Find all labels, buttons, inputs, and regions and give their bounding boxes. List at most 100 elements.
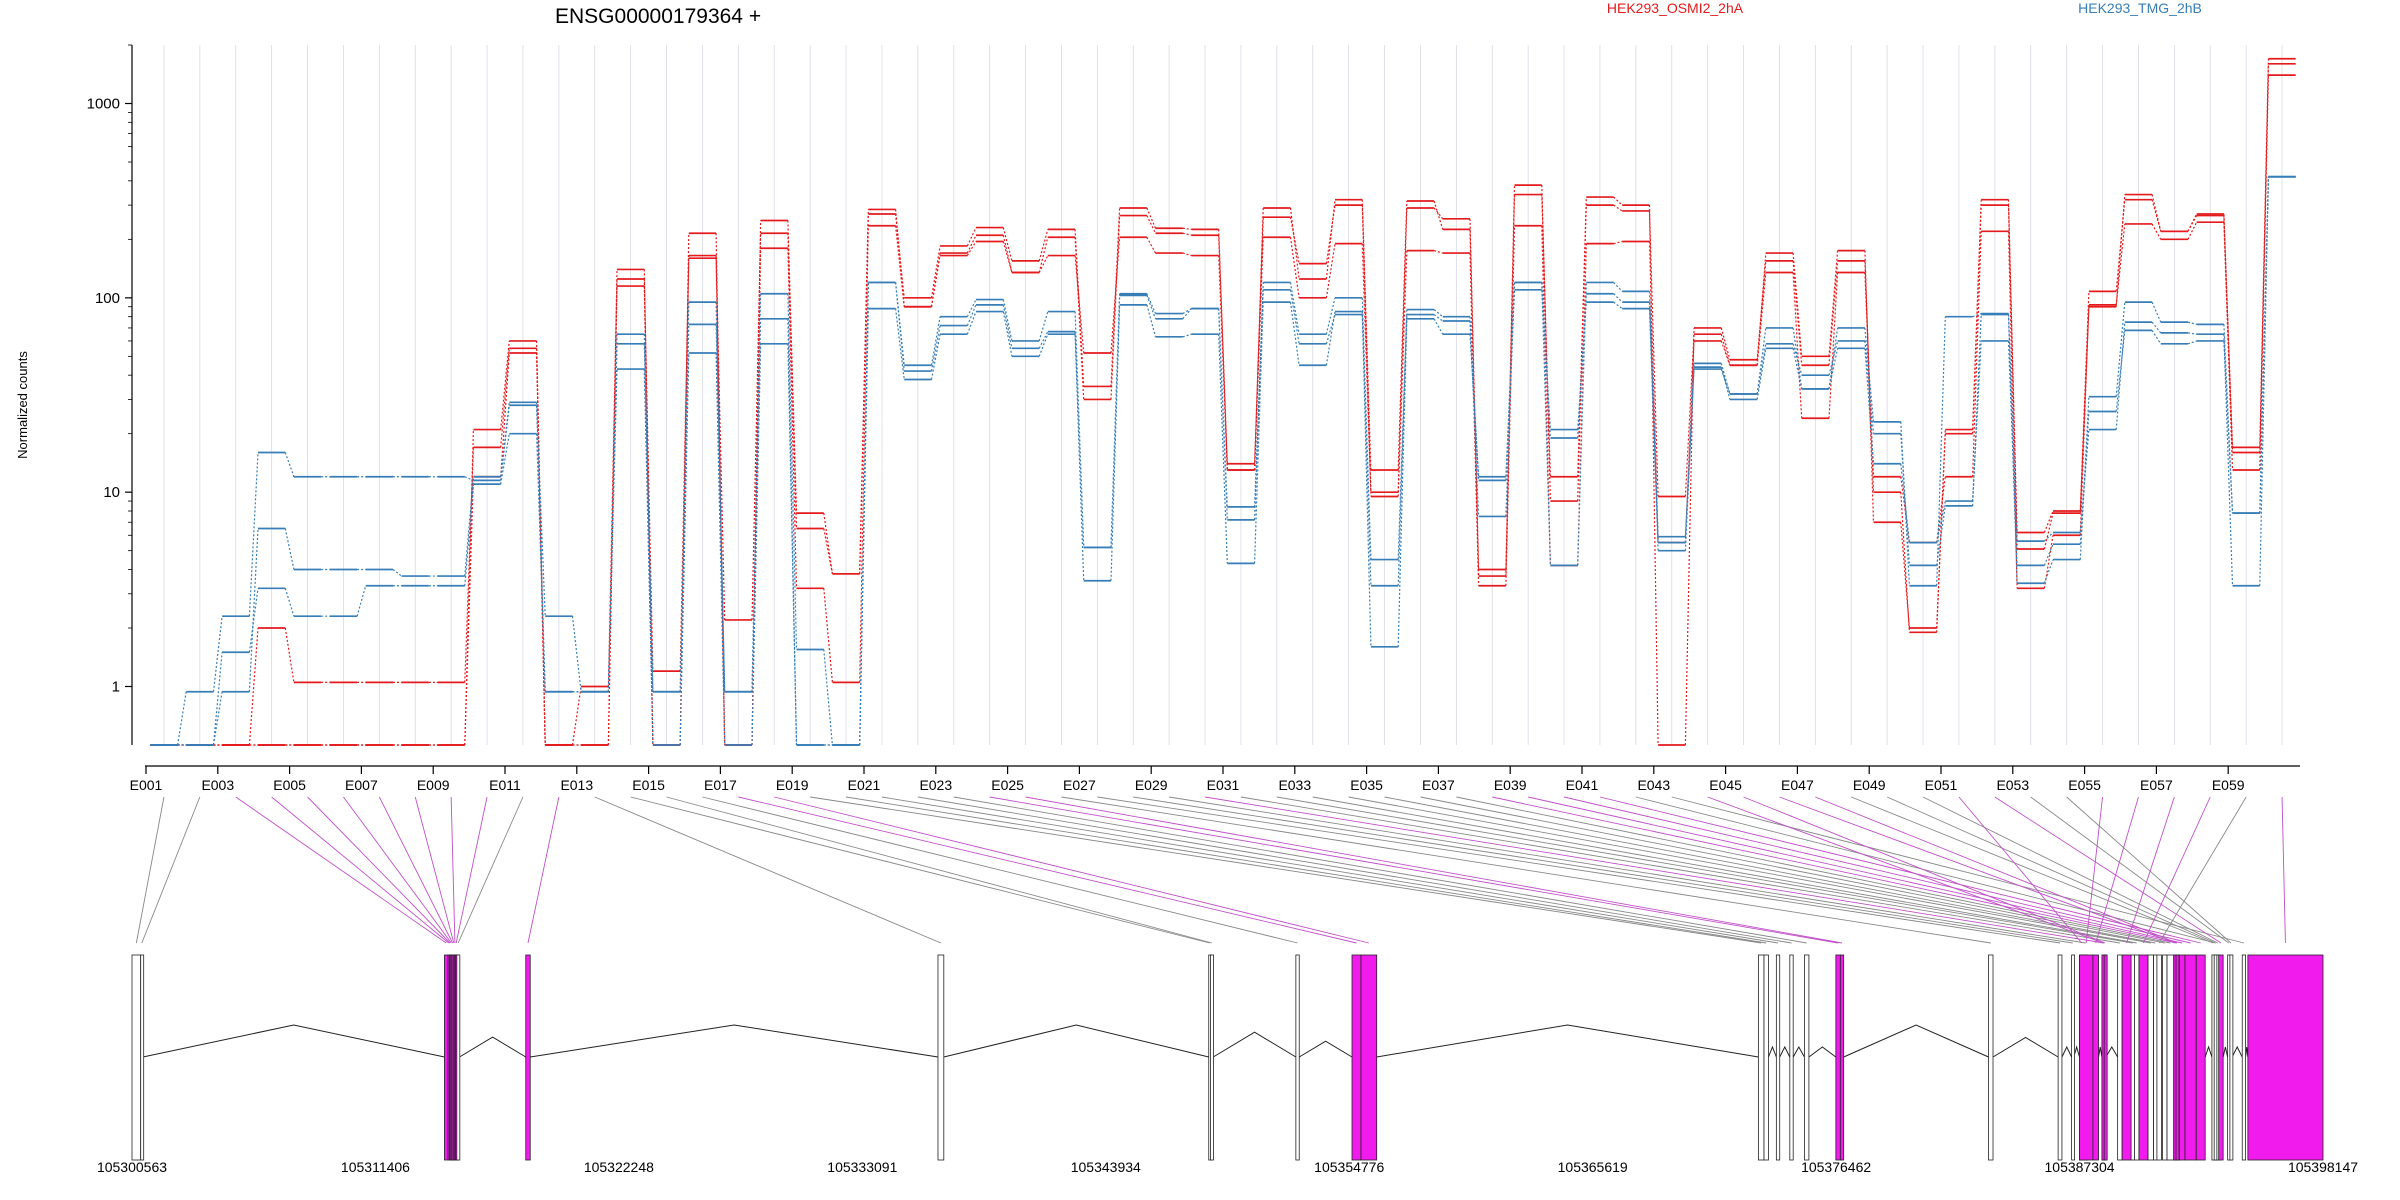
series-connector: [930, 316, 941, 366]
exon-connector: [2281, 796, 2286, 944]
x-tick-label: E039: [1494, 777, 1527, 793]
series-connector: [1900, 476, 1911, 543]
series-connector: [859, 282, 869, 746]
x-tick-label: E023: [919, 777, 952, 793]
series-connector: [1325, 199, 1336, 280]
series-connector: [1505, 282, 1516, 481]
x-ticks: E001 E003 E005 E007 E009 E011 E013 E015 E017 E019…: [130, 766, 2245, 793]
series-connector: [1289, 207, 1300, 280]
x-tick-label: E059: [2212, 777, 2245, 793]
series-connector: [823, 513, 834, 574]
exon-connector: [455, 796, 488, 944]
intron-line: [1843, 1024, 1989, 1058]
series-connector: [1864, 348, 1875, 464]
series-connector: [1505, 282, 1516, 517]
series-connector: [2007, 340, 2018, 566]
exon-connector: [1312, 796, 2137, 944]
y-tick-label: 10: [103, 484, 120, 501]
exon-connector: [1456, 796, 2171, 944]
series-connector: [1253, 302, 1264, 564]
series-connector: [823, 588, 834, 683]
exon-connector: [881, 796, 1779, 944]
series-connector: [1684, 367, 1695, 551]
series-connector: [1936, 500, 1946, 543]
series-connector: [248, 627, 259, 746]
intron-line: [2061, 1045, 2073, 1058]
legend-label-osmi: HEK293_OSMI2_2hA: [1607, 0, 1744, 16]
series-connector: [1541, 282, 1552, 566]
series-connector: [2151, 223, 2162, 240]
exon-box: [2184, 954, 2197, 1161]
series-connector: [1397, 207, 1408, 493]
series-connector: [356, 585, 367, 617]
series-connector: [751, 233, 762, 620]
series-connector: [1541, 185, 1552, 502]
series-connector: [930, 245, 941, 298]
series-connector: [464, 476, 475, 746]
exon-box: [2218, 954, 2224, 1161]
series-connector: [1505, 185, 1516, 577]
exon-connector: [141, 796, 201, 944]
series-connector: [1110, 215, 1121, 400]
series-connector: [2151, 330, 2162, 345]
intron-line: [1212, 1031, 1297, 1058]
intron-line: [2231, 1045, 2243, 1058]
exon-box: [1295, 954, 1300, 1161]
series-connector: [1577, 293, 1587, 439]
series-connector: [1577, 197, 1587, 502]
intron-line: [530, 1024, 939, 1058]
series-connector: [2043, 543, 2054, 566]
exon-connector: [271, 796, 450, 944]
intron-line: [1808, 1046, 1837, 1058]
series-connector: [2151, 321, 2162, 334]
series-connector: [1182, 252, 1192, 257]
series-connector: [212, 691, 223, 746]
series-connector: [2151, 194, 2162, 232]
series-connector: [966, 241, 977, 256]
series-connector: [284, 528, 295, 570]
series-connector: [1792, 272, 1803, 419]
exon-box: [2166, 954, 2175, 1161]
x-tick-label: E051: [1925, 777, 1958, 793]
exon-box: [937, 954, 945, 1161]
series-connector: [2115, 194, 2126, 307]
series-connector: [1218, 308, 1228, 507]
exon-connector: [457, 796, 524, 944]
series-connector: [2223, 340, 2234, 514]
series-connector: [1720, 340, 1731, 366]
exon-box: [2134, 954, 2140, 1161]
exon-connector: [810, 796, 1762, 944]
series-connector: [1397, 309, 1408, 560]
series-connector: [1253, 237, 1264, 471]
series-5: [150, 175, 2296, 746]
series-connector: [2079, 396, 2090, 560]
exon-connector: [1815, 796, 2178, 944]
series-connector: [1720, 366, 1731, 400]
series-connector: [2079, 304, 2090, 536]
series-connector: [248, 452, 259, 617]
exon-box: [1360, 954, 1378, 1161]
exon-box: [456, 954, 461, 1161]
series-connector: [248, 528, 259, 692]
y-ticks: 1 10 100 1000: [87, 44, 132, 695]
series-connector: [1900, 492, 1911, 633]
exon-box: [131, 954, 142, 1161]
series-connector: [212, 652, 223, 746]
series-connector: [1541, 194, 1552, 477]
series-connector: [2115, 223, 2126, 305]
series-connector: [464, 484, 475, 586]
series-connector: [500, 340, 510, 430]
series-connector: [1541, 282, 1552, 439]
exon-connector: [1240, 796, 2120, 944]
series-connector: [1182, 308, 1192, 320]
series-connector: [1936, 429, 1946, 633]
series-connector: [1002, 304, 1013, 349]
series-connector: [1577, 282, 1587, 566]
series-connector: [2259, 176, 2270, 586]
series-connector: [2187, 321, 2197, 325]
series-connector: [1002, 241, 1013, 273]
series-connector: [751, 343, 762, 746]
x-tick-label: E031: [1207, 777, 1240, 793]
series-connector: [2187, 221, 2198, 240]
